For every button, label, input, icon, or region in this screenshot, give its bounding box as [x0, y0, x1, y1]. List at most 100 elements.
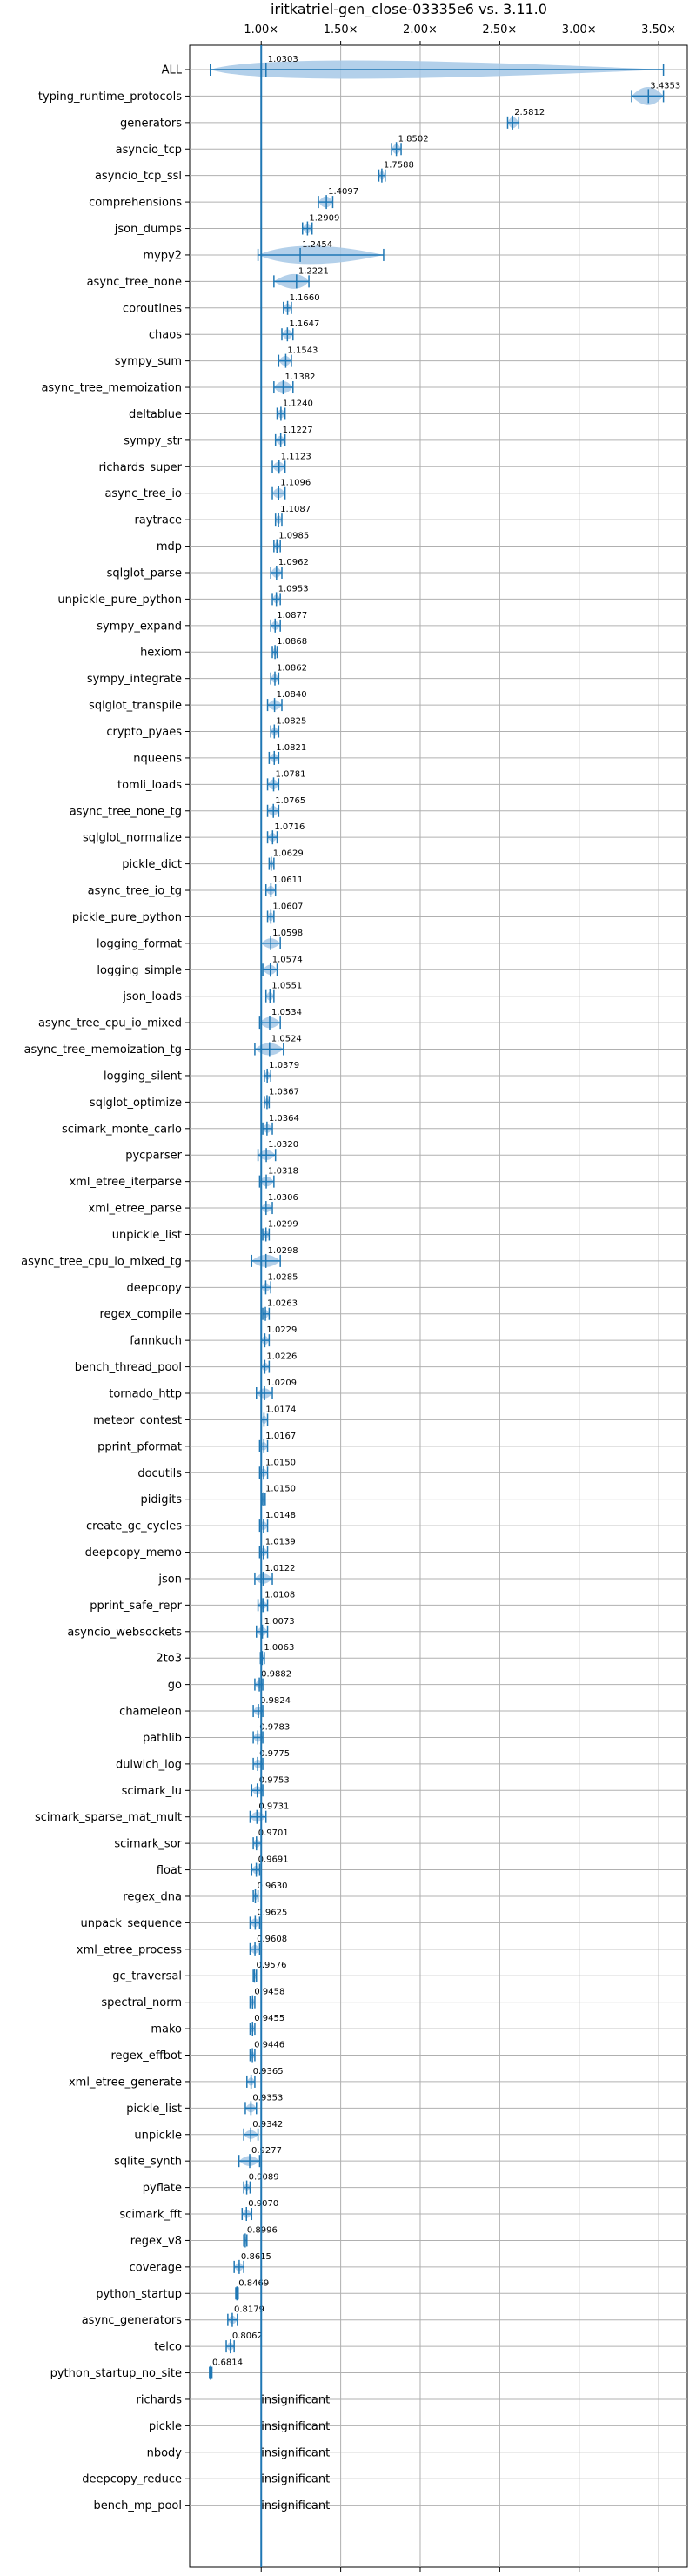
benchmark-label: fannkuch	[130, 1335, 182, 1348]
benchmark-label: dulwich_log	[116, 1758, 182, 1771]
value-label: 1.0962	[278, 558, 309, 567]
value-label: 0.9458	[254, 1988, 284, 1997]
value-label: 1.0524	[271, 1035, 302, 1044]
benchmark-label: json_dumps	[114, 223, 182, 236]
value-label: 0.9731	[258, 1802, 289, 1812]
value-label: 1.0379	[269, 1061, 299, 1070]
benchmark-label: mako	[151, 2023, 182, 2036]
value-label: 1.0781	[276, 769, 306, 779]
value-label: 0.9576	[256, 1961, 286, 1970]
value-label: 1.0821	[276, 743, 306, 753]
benchmark-label: richards_super	[98, 461, 182, 474]
benchmark-label: sympy_expand	[97, 620, 182, 633]
value-label: 1.0840	[277, 690, 307, 700]
benchmark-label: pycparser	[125, 1150, 182, 1163]
benchmark-label: sympy_sum	[115, 355, 182, 368]
benchmark-label: nbody	[147, 2446, 183, 2459]
benchmark-label: regex_compile	[99, 1308, 182, 1321]
benchmark-label: mdp	[157, 540, 182, 553]
benchmark-label: scimark_fft	[119, 2209, 182, 2222]
value-label: 1.0174	[265, 1405, 296, 1414]
benchmark-label: bench_thread_pool	[75, 1361, 182, 1374]
insignificant-label: insignificant	[261, 2473, 330, 2486]
value-label: 1.0877	[277, 611, 307, 621]
benchmark-label: async_tree_memoization	[41, 382, 182, 395]
benchmark-label: asyncio_tcp_ssl	[95, 170, 182, 183]
value-label: 1.0367	[269, 1087, 299, 1097]
value-label: 1.0953	[278, 584, 309, 594]
benchmark-label: pyflate	[143, 2182, 182, 2195]
benchmark-label: spectral_norm	[101, 1996, 182, 2009]
x-tick-label: 3.50×	[641, 23, 676, 37]
x-tick-label: 2.50×	[482, 23, 517, 37]
value-label: 0.9365	[253, 2067, 284, 2076]
benchmark-label: xml_etree_parse	[89, 1203, 182, 1216]
benchmark-label: bench_mp_pool	[93, 2499, 182, 2512]
value-label: 1.0534	[271, 1008, 302, 1017]
x-tick-label: 1.50×	[324, 23, 358, 37]
value-label: 1.1240	[283, 399, 313, 408]
value-label: 0.9089	[249, 2173, 279, 2183]
value-label: 0.9446	[254, 2041, 284, 2050]
value-label: 1.0122	[264, 1564, 295, 1573]
x-tick-label: 3.00×	[562, 23, 597, 37]
value-label: 1.0629	[273, 849, 304, 859]
benchmark-label: deepcopy_reduce	[82, 2473, 182, 2486]
value-label: 0.9824	[260, 1696, 291, 1706]
value-label: 1.0298	[268, 1246, 298, 1256]
plot-frame	[189, 44, 688, 2568]
benchmark-label: telco	[154, 2341, 182, 2354]
value-label: 1.0073	[264, 1617, 295, 1627]
value-label: 1.0868	[277, 637, 307, 647]
benchmark-label: crypto_pyaes	[106, 726, 182, 739]
insignificant-label: insignificant	[261, 2446, 330, 2459]
value-label: 1.8502	[398, 134, 429, 144]
benchmark-label: raytrace	[134, 514, 182, 527]
benchmark-label: meteor_contest	[93, 1414, 182, 1427]
value-label: 1.1227	[283, 426, 313, 435]
label-layer: ALL 1.0303 typing_runtime_protocols 3.4353 g…	[21, 55, 680, 2512]
value-label: 1.0139	[265, 1538, 296, 1547]
value-label: 1.0551	[271, 982, 302, 991]
benchmark-label: mypy2	[143, 249, 182, 262]
value-label: 1.1123	[281, 452, 311, 461]
value-label: 1.0364	[269, 1114, 299, 1124]
benchmark-label: async_tree_cpu_io_mixed	[38, 1017, 182, 1030]
benchmark-label: coverage	[130, 2261, 182, 2274]
benchmark-label: unpickle	[134, 2129, 182, 2142]
value-label: 0.9277	[251, 2146, 282, 2156]
benchmark-label: pprint_safe_repr	[90, 1600, 182, 1613]
value-label: 0.8469	[238, 2278, 269, 2288]
value-label: 0.9775	[259, 1749, 290, 1759]
benchmark-label: typing_runtime_protocols	[38, 91, 182, 104]
benchmark-label: xml_etree_iterparse	[69, 1176, 182, 1189]
benchmark-label: deepcopy_memo	[85, 1546, 182, 1560]
value-label: 1.0209	[266, 1379, 297, 1388]
value-label: 1.0318	[268, 1167, 298, 1177]
value-label: 1.0862	[277, 664, 307, 674]
grid-layer	[189, 44, 688, 2568]
benchmark-label: ALL	[162, 64, 183, 77]
benchmark-label: json_loads	[122, 990, 182, 1003]
benchmark-label: async_tree_io	[104, 487, 182, 500]
benchmark-label: tornado_http	[109, 1388, 182, 1401]
benchmark-label: coroutines	[123, 302, 182, 315]
value-label: 0.9625	[257, 1908, 287, 1917]
benchmark-label: comprehensions	[89, 197, 182, 210]
benchmark-label: sqlglot_normalize	[83, 832, 182, 845]
insignificant-label: insignificant	[261, 2420, 330, 2433]
benchmark-label: richards	[137, 2393, 183, 2406]
value-label: 1.0285	[267, 1272, 298, 1282]
value-label: 1.0825	[276, 717, 306, 727]
value-label: 1.2909	[309, 214, 339, 224]
benchmark-label: scimark_lu	[122, 1785, 182, 1798]
value-label: 1.0985	[278, 532, 309, 541]
x-tick-label: 2.00×	[403, 23, 438, 37]
value-label: 1.0320	[268, 1140, 298, 1150]
benchmark-label: logging_silent	[104, 1070, 182, 1083]
x-tick-label: 1.00×	[244, 23, 278, 37]
benchmark-label: pickle_list	[126, 2103, 182, 2116]
benchmark-label: sympy_str	[124, 434, 182, 447]
benchmark-label: async_generators	[82, 2314, 183, 2327]
value-label: 0.9455	[254, 2014, 284, 2023]
